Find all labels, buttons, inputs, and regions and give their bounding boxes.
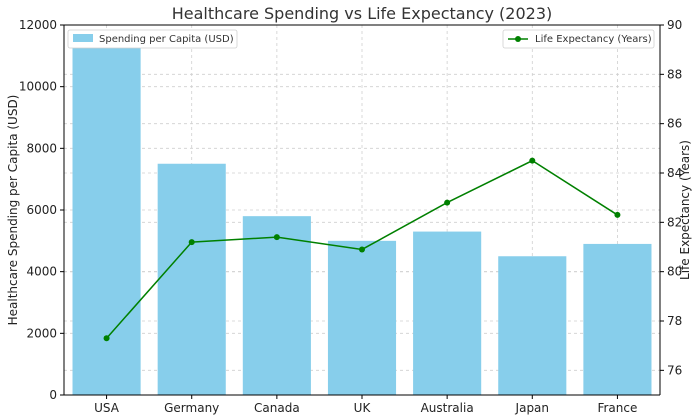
point-uk xyxy=(359,246,365,253)
legend-bar-frame xyxy=(67,29,238,49)
bar-usa xyxy=(72,46,141,395)
y-tick-right-label: 76 xyxy=(667,363,682,377)
bar-australia xyxy=(413,231,482,395)
bar-germany xyxy=(157,163,226,395)
y-tick-right-label: 78 xyxy=(667,314,682,328)
x-tick-label: USA xyxy=(94,401,120,415)
y-tick-left-label: 12000 xyxy=(19,18,57,32)
x-tick-label: France xyxy=(597,401,637,415)
ticks-layer: 0 2000 4000 6000 8000 10000 12000 76 78 80 82 84 86 8… xyxy=(19,18,682,415)
chart-title: Healthcare Spending vs Life Expectancy (… xyxy=(172,4,553,23)
bar-canada xyxy=(242,216,311,395)
y-tick-left-label: 8000 xyxy=(26,141,57,155)
point-france xyxy=(614,211,621,218)
y-tick-left-label: 0 xyxy=(49,388,57,402)
y-tick-right-label: 86 xyxy=(667,117,682,131)
line-layer xyxy=(103,157,621,342)
legend-line-frame xyxy=(502,29,655,49)
y-tick-right-label: 82 xyxy=(667,215,682,229)
point-japan xyxy=(529,157,536,164)
y-tick-right-label: 84 xyxy=(667,166,682,180)
y-tick-left-label: 10000 xyxy=(19,80,57,94)
bars-layer xyxy=(72,46,652,395)
legend-bar-label: Spending per Capita (USD) xyxy=(99,34,234,45)
y-tick-left-label: 2000 xyxy=(26,326,57,340)
bar-japan xyxy=(498,256,567,395)
legend-line-label: Life Expectancy (Years) xyxy=(535,34,652,45)
point-australia xyxy=(444,199,451,206)
y-tick-right-label: 80 xyxy=(667,265,682,279)
y-tick-left-label: 4000 xyxy=(26,265,57,279)
point-usa xyxy=(103,335,110,342)
y-axis-label-left: Healthcare Spending per Capita (USD) xyxy=(6,95,20,326)
legend-line-marker xyxy=(515,36,521,42)
x-tick-label: Australia xyxy=(421,401,474,415)
y-tick-right-label: 90 xyxy=(667,18,682,32)
y-tick-right-label: 88 xyxy=(667,67,682,81)
y-tick-left-label: 6000 xyxy=(26,203,57,217)
legend-line: Life Expectancy (Years) xyxy=(502,29,655,49)
y-axis-label-right: Life Expectancy (Years) xyxy=(678,140,692,280)
legend-bar-swatch xyxy=(73,34,93,42)
point-canada xyxy=(273,234,280,241)
bar-uk xyxy=(327,240,397,395)
x-tick-label: Canada xyxy=(254,401,300,415)
bar-france xyxy=(583,243,652,395)
legend-bar: Spending per Capita (USD) xyxy=(67,29,238,49)
point-germany xyxy=(188,239,195,246)
x-tick-label: UK xyxy=(354,401,372,415)
x-tick-label: Japan xyxy=(515,401,549,415)
x-tick-label: Germany xyxy=(164,401,219,415)
